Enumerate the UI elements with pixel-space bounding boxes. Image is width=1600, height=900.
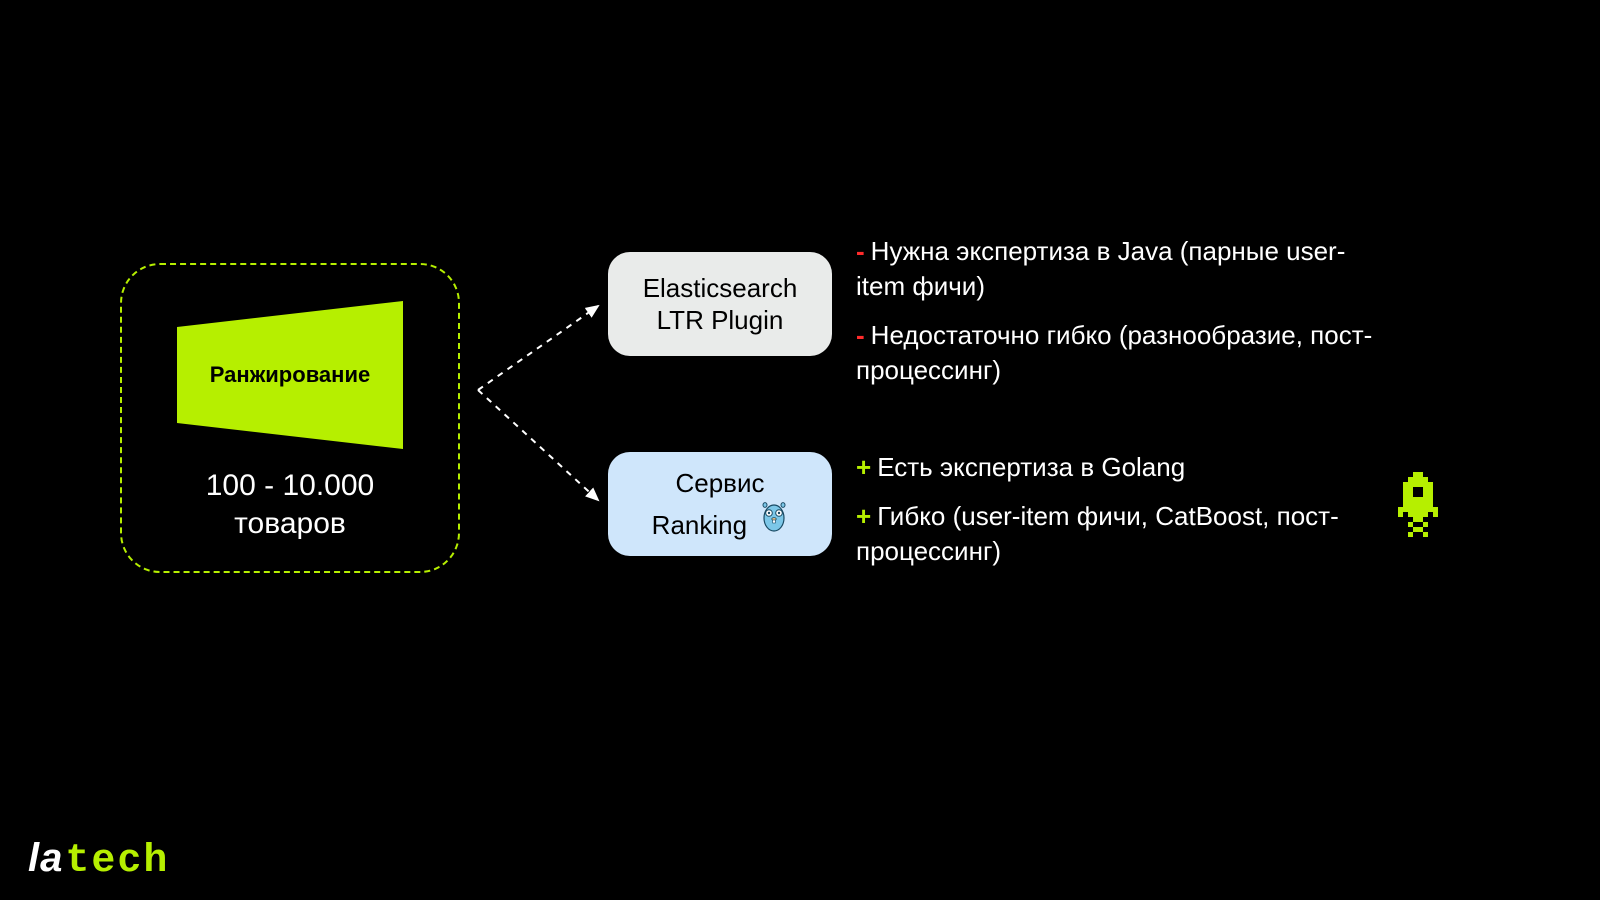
rocket-icon: [1398, 472, 1438, 542]
option-ranking-service-card: Сервис Ranking: [608, 452, 832, 556]
source-shape: Ранжирование: [146, 295, 434, 455]
bullet-item: -Нужна экспертиза в Java (парные user-it…: [856, 234, 1376, 304]
option-elasticsearch-card: Elasticsearch LTR Plugin: [608, 252, 832, 356]
option-a-line1: Elasticsearch: [643, 273, 798, 303]
latech-logo: latech: [28, 836, 169, 884]
bullet-item: +Гибко (user-item фичи, CatBoost, пост-п…: [856, 499, 1376, 569]
option-a-line2: LTR Plugin: [657, 305, 784, 335]
source-box: Ранжирование 100 - 10.000 товаров: [120, 263, 460, 573]
logo-tech: tech: [65, 839, 169, 884]
bullet-text: Гибко (user-item фичи, CatBoost, пост-пр…: [856, 501, 1339, 566]
bullet-item: -Недостаточно гибко (разнообразие, пост-…: [856, 318, 1376, 388]
option-b-line2: Ranking: [652, 510, 747, 540]
bullet-mark: +: [856, 501, 871, 531]
ranking-trapezoid: Ранжирование: [177, 301, 403, 449]
bullet-text: Есть экспертиза в Golang: [877, 452, 1185, 482]
slide: Ранжирование 100 - 10.000 товаров Elasti…: [0, 0, 1600, 900]
source-caption-line1: 100 - 10.000: [146, 467, 434, 505]
gopher-icon: [760, 510, 788, 540]
source-caption-line2: товаров: [146, 505, 434, 543]
bullet-mark: -: [856, 320, 865, 350]
bullet-item: +Есть экспертиза в Golang: [856, 450, 1376, 485]
bullet-text: Нужна экспертиза в Java (парные user-ite…: [856, 236, 1345, 301]
ranking-label: Ранжирование: [210, 362, 370, 388]
logo-la: la: [28, 836, 63, 881]
bullet-mark: -: [856, 236, 865, 266]
source-caption: 100 - 10.000 товаров: [146, 467, 434, 542]
option-b-line1: Сервис: [675, 468, 764, 498]
option-a-bullets: -Нужна экспертиза в Java (парные user-it…: [856, 234, 1376, 402]
bullet-mark: +: [856, 452, 871, 482]
bullet-text: Недостаточно гибко (разнообразие, пост-п…: [856, 320, 1372, 385]
option-b-bullets: +Есть экспертиза в Golang+Гибко (user-it…: [856, 450, 1376, 583]
